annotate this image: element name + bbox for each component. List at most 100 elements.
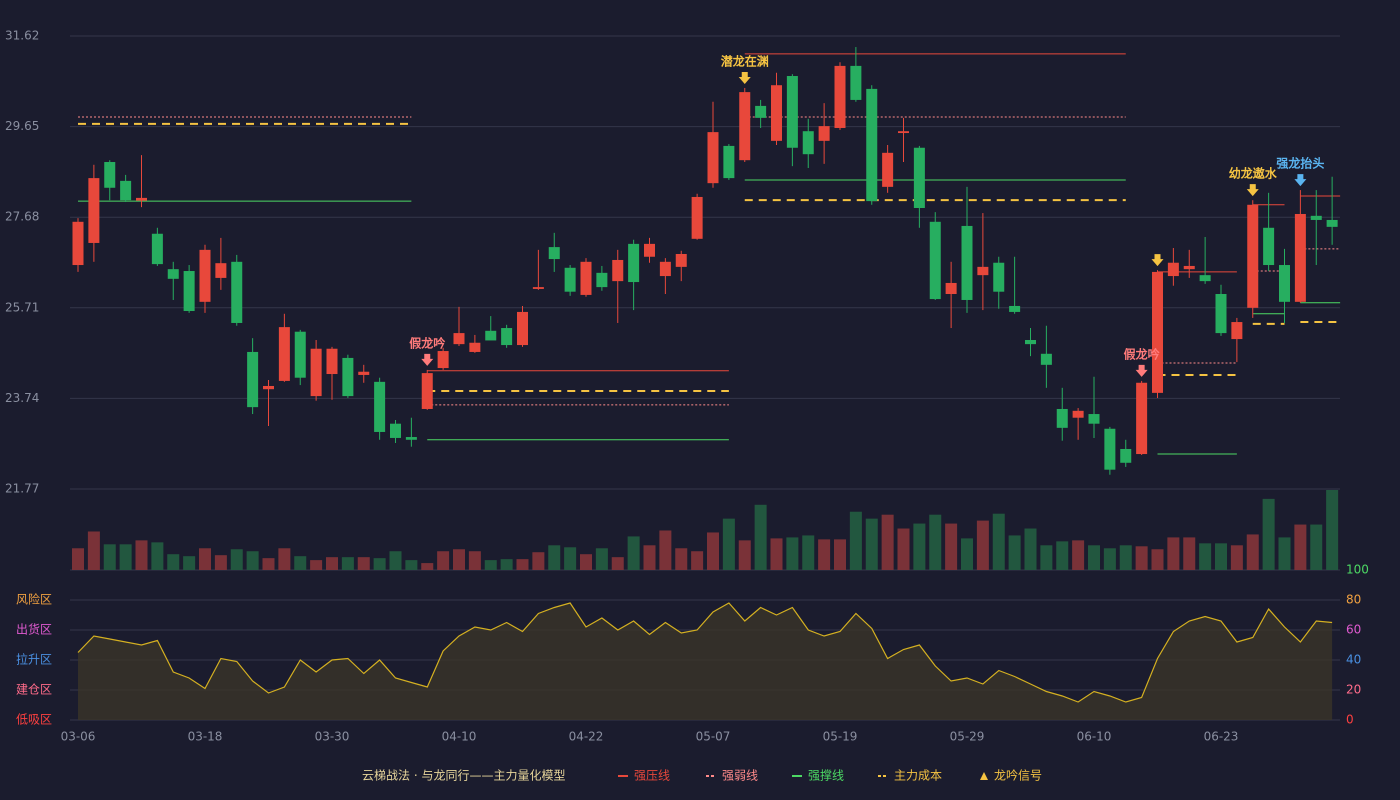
candle-body (342, 357, 354, 397)
candle-body (1294, 213, 1306, 302)
volume-bar (834, 539, 846, 570)
candle-body (231, 261, 243, 323)
volume-bar (1008, 535, 1021, 570)
zone-label: 低吸区 (16, 713, 52, 727)
volume-bar (532, 552, 545, 570)
volume-bar (135, 540, 148, 570)
candle-body (898, 131, 909, 134)
volume-bar (849, 511, 862, 570)
candle-body (818, 126, 830, 141)
legend-label: 强压线 (634, 769, 670, 783)
volume-bar (865, 518, 878, 570)
signal-label: 幼龙遨水 (1229, 166, 1278, 181)
candle-body (850, 65, 862, 100)
candle-body (88, 178, 100, 243)
candle-body (612, 259, 624, 282)
candle-body (358, 371, 370, 375)
legend-title: 云梯战法 · 与龙同行——主力量化模型 (362, 769, 565, 783)
candle-body (564, 267, 576, 292)
candle-body (532, 287, 544, 289)
volume-bar (294, 556, 307, 570)
volume-bar (167, 554, 180, 570)
candle-body (707, 132, 719, 184)
volume-bar (1151, 549, 1164, 570)
volume-bar (246, 551, 259, 570)
candle-body (961, 225, 973, 300)
candle-body (1279, 265, 1290, 302)
candle-body (1025, 339, 1036, 345)
volume-bar (1119, 545, 1132, 570)
volume-bar (1072, 540, 1085, 570)
volume-bar (1135, 546, 1148, 570)
candle-body (1152, 271, 1163, 393)
candle-body (374, 381, 386, 432)
legend-label: 主力成本 (894, 769, 942, 783)
signal-arrow (1151, 254, 1164, 267)
candle-body (485, 330, 497, 341)
candle-body (580, 261, 592, 295)
y2-tick-label: 20 (1346, 683, 1361, 697)
candle-body (802, 131, 814, 155)
signal-label: 假龙吟 (1124, 346, 1160, 361)
volume-bar (786, 537, 799, 570)
volume-bar (1056, 541, 1069, 570)
volume-bar (1040, 545, 1053, 570)
y-tick-label: 27.68 (5, 210, 39, 224)
volume-bar (754, 504, 767, 570)
volume-bar (738, 540, 751, 570)
x-tick-label: 03-18 (188, 730, 223, 744)
candle-body (1215, 294, 1227, 334)
volume-bar (389, 551, 402, 570)
candle-body (326, 348, 338, 375)
volume-bar (802, 535, 815, 570)
volume-bar (611, 557, 624, 570)
volume-bar (199, 548, 211, 570)
volume-bar (326, 557, 338, 570)
candle-body (1231, 322, 1243, 340)
volume-bar (1024, 528, 1037, 570)
x-tick-label: 04-10 (442, 730, 477, 744)
candle-body (691, 196, 703, 239)
volume-bar (1215, 543, 1227, 570)
volume-bar (214, 555, 227, 570)
zone-label: 出货区 (16, 622, 52, 637)
candle-body (628, 243, 640, 283)
signal-arrow (1246, 184, 1259, 197)
y2-tick-label: 100 (1346, 563, 1369, 577)
candle-body (644, 243, 655, 257)
legend-swatch (980, 772, 988, 780)
volume-bar (722, 518, 735, 570)
candle-body (72, 221, 84, 266)
y2-tick-label: 60 (1346, 623, 1361, 637)
candle-body (437, 351, 449, 369)
candle-body (1009, 305, 1021, 312)
volume-bar (691, 551, 704, 570)
candle-body (882, 152, 894, 187)
candle-body (517, 311, 528, 346)
volume-bar (913, 523, 926, 570)
candle-body (675, 253, 687, 267)
candle-body (136, 197, 147, 201)
volume-bar (897, 528, 910, 570)
candle-body (469, 342, 481, 352)
candle-body (1056, 408, 1068, 428)
y2-tick-label: 80 (1346, 593, 1361, 607)
signal-label: 假龙吟 (409, 335, 445, 350)
volume-bar (468, 551, 481, 570)
candle-body (723, 145, 735, 179)
volume-bar (961, 538, 973, 570)
legend-label: 龙吟信号 (994, 768, 1042, 783)
signal-arrow (1294, 174, 1307, 187)
candle-body (929, 221, 941, 300)
candle-body (421, 373, 433, 409)
y2-tick-label: 0 (1346, 713, 1354, 727)
candle-body (183, 271, 195, 312)
volume-bar (405, 560, 418, 570)
volume-bar (659, 530, 672, 570)
volume-bar (500, 559, 513, 570)
volume-bar (1167, 537, 1180, 570)
candle-body (1263, 227, 1275, 266)
candle-body (913, 147, 925, 209)
volume-bar (373, 558, 386, 570)
